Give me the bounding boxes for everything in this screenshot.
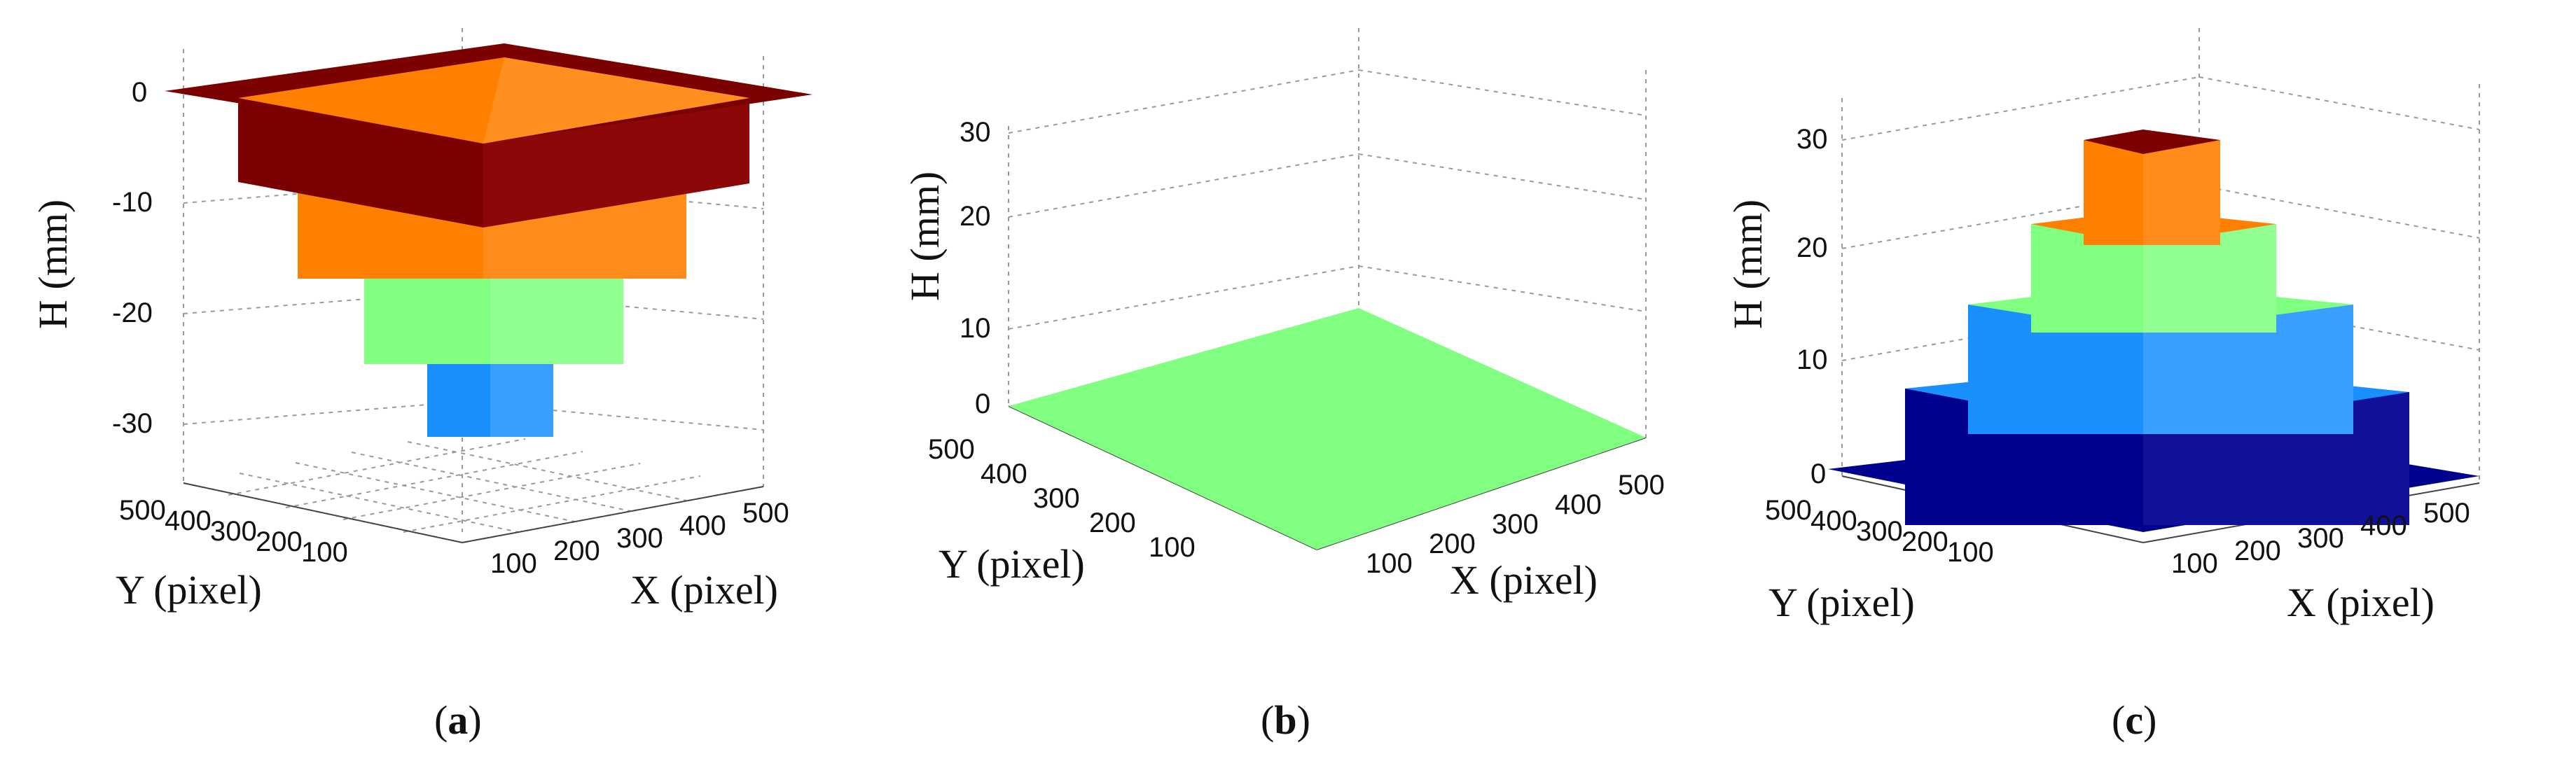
panel-a-y-tick: 500 [119, 495, 166, 526]
panel-b-x-tick: 500 [1618, 470, 1665, 501]
panel-b-z-tick: 20 [960, 201, 991, 232]
panel-a-x-tick: 300 [616, 523, 663, 554]
panel-b-z-tick: 0 [975, 389, 990, 419]
panel-b-z-ticks: 0 10 20 30 [960, 117, 991, 419]
panel-c-level-4-side [2143, 140, 2220, 245]
panel-a-x-tick: 500 [742, 498, 789, 529]
panel-a-y-tick: 100 [301, 537, 348, 568]
panel-b-y-tick: 300 [1033, 483, 1080, 514]
panel-a-level-1-front [238, 98, 483, 228]
panel-c-level-4-top [2084, 130, 2220, 154]
panel-c-y-tick: 200 [1902, 526, 1948, 557]
panel-a-level-1-side [483, 98, 749, 228]
panel-c: 0 10 20 30 500 400 300 200 100 100 200 3… [1725, 28, 2480, 743]
panel-c-y-tick: 100 [1947, 537, 1994, 568]
panel-c-z-label: H (mm) [1725, 200, 1771, 329]
panel-c-y-tick: 400 [1810, 505, 1857, 536]
panel-c-y-label: Y (pixel) [1768, 580, 1915, 625]
panel-b-x-tick: 200 [1429, 529, 1476, 559]
panel-a-z-tick: -30 [112, 408, 153, 439]
panel-b-y-tick: 400 [981, 459, 1027, 489]
panel-b-plane [1009, 308, 1646, 550]
panel-a-z-tick: -20 [112, 298, 153, 328]
panel-c-x-tick: 200 [2234, 536, 2281, 566]
panel-a-x-tick: 400 [679, 510, 726, 541]
panel-c-z-tick: 30 [1796, 124, 1828, 155]
panel-b-x-ticks: 100 200 300 400 500 [1366, 470, 1665, 579]
panel-b: 0 10 20 30 500 400 300 200 100 100 200 3… [902, 28, 1665, 743]
panel-c-z-tick: 20 [1796, 232, 1828, 263]
panel-c-x-label: X (pixel) [2287, 580, 2435, 625]
panel-c-x-tick: 500 [2423, 498, 2470, 529]
panel-b-caption: (b) [1261, 697, 1310, 743]
panel-c-y-tick: 300 [1856, 516, 1903, 547]
panel-b-caption-letter: b [1274, 697, 1296, 743]
panel-b-y-ticks: 500 400 300 200 100 [928, 434, 1196, 563]
panel-b-z-label: H (mm) [902, 172, 948, 301]
panel-b-y-tick: 100 [1149, 532, 1196, 563]
panel-b-x-tick: 300 [1492, 509, 1539, 540]
panel-a-z-tick: 0 [132, 77, 147, 108]
panel-a-y-tick: 300 [210, 516, 257, 547]
panel-c-z-ticks: 0 10 20 30 [1796, 124, 1828, 489]
panel-b-z-tick: 10 [960, 313, 991, 344]
panel-c-caption: (c) [2112, 697, 2156, 743]
panel-c-z-tick: 10 [1796, 344, 1828, 375]
panel-a-z-label: H (mm) [30, 200, 76, 329]
panel-b-z-tick: 30 [960, 117, 991, 148]
panel-c-y-ticks: 500 400 300 200 100 [1765, 495, 1994, 568]
panel-c-z-tick: 0 [1810, 459, 1826, 489]
panel-a-x-tick: 200 [553, 536, 600, 566]
panel-a-surface [165, 43, 812, 437]
panel-c-surface [1828, 130, 2479, 532]
panel-c-x-tick: 300 [2297, 523, 2344, 554]
panel-b-x-tick: 400 [1555, 489, 1602, 520]
panel-a-y-tick: 400 [165, 505, 212, 536]
panel-a-y-tick: 200 [256, 526, 303, 557]
panel-a-y-label: Y (pixel) [116, 567, 262, 613]
panel-a-x-label: X (pixel) [630, 567, 778, 613]
panel-b-y-tick: 200 [1089, 508, 1136, 538]
panel-c-y-tick: 500 [1765, 495, 1812, 526]
panel-a-level-3-side [490, 277, 623, 364]
panel-a-y-ticks: 500 400 300 200 100 [119, 495, 348, 568]
panel-a-level-4-side [490, 364, 553, 437]
panel-b-y-label: Y (pixel) [939, 541, 1085, 587]
panel-c-caption-letter: c [2125, 697, 2143, 743]
panel-c-x-ticks: 100 200 300 400 500 [2171, 498, 2470, 579]
panel-a-x-tick: 100 [490, 548, 537, 579]
panel-a-z-tick: -10 [112, 187, 153, 218]
panel-a-caption: (a) [434, 697, 482, 743]
panel-c-x-tick: 400 [2360, 510, 2407, 541]
panel-b-x-tick: 100 [1366, 548, 1413, 579]
panel-a-caption-letter: a [448, 697, 468, 743]
panel-b-y-tick: 500 [928, 434, 975, 465]
panel-a-x-ticks: 100 200 300 400 500 [490, 498, 789, 579]
panel-c-level-4-front [2084, 140, 2143, 245]
panel-b-x-label: X (pixel) [1450, 557, 1598, 603]
panel-a-inner-wall [483, 57, 749, 144]
panel-a-z-ticks: 0 -10 -20 -30 [112, 77, 153, 439]
panel-a: 0 -10 -20 -30 500 400 300 200 100 100 20… [30, 28, 812, 743]
panel-c-x-tick: 100 [2171, 548, 2218, 579]
